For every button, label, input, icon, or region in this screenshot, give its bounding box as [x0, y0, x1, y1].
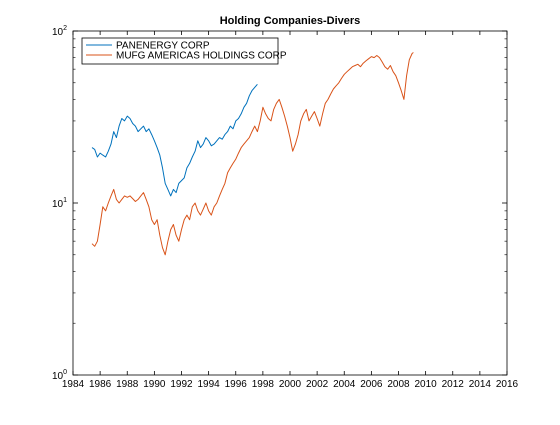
legend-label: MUFG AMERICAS HOLDINGS CORP — [116, 51, 287, 62]
x-tick-label: 1998 — [252, 379, 275, 390]
x-tick-label: 2014 — [469, 379, 492, 390]
x-tick-label: 2002 — [306, 379, 329, 390]
x-tick-label: 1994 — [198, 379, 221, 390]
chart-title: Holding Companies-Divers — [220, 15, 361, 27]
x-tick-label: 1992 — [170, 379, 193, 390]
legend-box — [81, 37, 279, 65]
x-tick-label: 1984 — [62, 379, 85, 390]
series-line-2 — [91, 52, 414, 256]
x-tick-label: 2006 — [360, 379, 383, 390]
x-tick-label: 1988 — [116, 379, 139, 390]
x-tick-label: 2004 — [333, 379, 356, 390]
x-tick-label: 1990 — [143, 379, 166, 390]
x-tick-label: 2010 — [415, 379, 438, 390]
x-tick-label: 2008 — [387, 379, 410, 390]
x-tick-label: 1986 — [89, 379, 112, 390]
legend-label: PANENERGY CORP — [116, 41, 210, 52]
series-line-1 — [91, 83, 258, 197]
x-tick-label: 2012 — [442, 379, 465, 390]
x-tick-label: 2016 — [496, 379, 519, 390]
x-tick-label: 2000 — [279, 379, 302, 390]
x-tick-label: 1996 — [225, 379, 248, 390]
